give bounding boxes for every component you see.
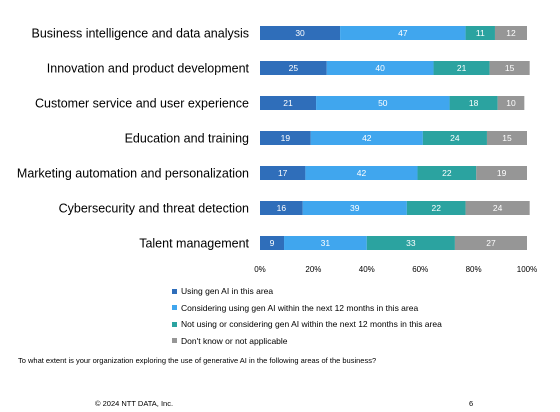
bar-value-label: 15 xyxy=(505,63,515,73)
bar-value-label: 22 xyxy=(442,168,452,178)
legend-item-dont-know: Don't know or not applicable xyxy=(172,333,442,350)
bar-segment xyxy=(465,201,530,215)
bar-value-label: 31 xyxy=(321,238,331,248)
legend-swatch-dont-know xyxy=(172,338,177,344)
legend-label-not-using: Not using or considering gen AI within t… xyxy=(181,319,442,329)
bar-segment xyxy=(476,166,527,180)
bar-segment xyxy=(310,131,423,145)
survey-question: To what extent is your organization expl… xyxy=(18,356,377,365)
bar-segment xyxy=(260,96,317,110)
bar-segment xyxy=(302,201,407,215)
bar-value-label: 40 xyxy=(375,63,385,73)
bar-value-label: 12 xyxy=(506,28,516,38)
bar-segment xyxy=(422,131,487,145)
x-tick-label: 40% xyxy=(359,265,375,274)
footer-copyright: © 2024 NTT DATA, Inc. xyxy=(95,399,174,408)
bar-segment xyxy=(326,61,434,75)
x-tick-label: 80% xyxy=(466,265,482,274)
bar-value-label: 24 xyxy=(493,203,503,213)
bar-segment xyxy=(433,61,490,75)
bar-segment xyxy=(494,26,527,40)
bar-value-label: 24 xyxy=(450,133,460,143)
bar-segment xyxy=(486,131,527,145)
bar-segment xyxy=(406,201,466,215)
bar-value-label: 21 xyxy=(457,63,467,73)
page-number: 6 xyxy=(469,399,474,408)
legend-item-using: Using gen AI in this area xyxy=(172,283,442,300)
bar-value-label: 42 xyxy=(357,168,367,178)
x-tick-label: 0% xyxy=(254,265,266,274)
x-tick-label: 100% xyxy=(517,265,537,274)
category-label: Business intelligence and data analysis xyxy=(32,27,250,41)
bar-value-label: 42 xyxy=(362,133,372,143)
bar-segment xyxy=(449,96,498,110)
bar-segment xyxy=(497,96,525,110)
chart-legend: Using gen AI in this area Considering us… xyxy=(172,283,442,349)
legend-label-dont-know: Don't know or not applicable xyxy=(181,335,288,346)
legend-swatch-not-using xyxy=(172,321,177,327)
bar-value-label: 30 xyxy=(295,28,305,38)
bar-value-label: 10 xyxy=(506,98,516,108)
bar-segment xyxy=(260,236,285,250)
category-label: Talent management xyxy=(139,237,249,251)
legend-label-using: Using gen AI in this area xyxy=(181,286,274,296)
bar-value-label: 9 xyxy=(270,238,275,248)
bar-segment xyxy=(260,131,311,145)
bar-segment xyxy=(340,26,466,40)
bar-segment xyxy=(489,61,530,75)
bar-segment xyxy=(260,26,341,40)
stacked-bar-chart: Business intelligence and data analysis 3… xyxy=(17,26,537,274)
category-label: Cybersecurity and threat detection xyxy=(59,202,249,216)
legend-item-considering: Considering using gen AI within the next… xyxy=(172,300,442,317)
bar-value-label: 25 xyxy=(289,63,299,73)
category-label: Customer service and user experience xyxy=(35,97,249,111)
bar-segment xyxy=(260,166,306,180)
category-label: Marketing automation and personalization xyxy=(17,167,249,181)
bar-value-label: 17 xyxy=(278,168,288,178)
bar-value-label: 21 xyxy=(283,98,293,108)
bar-segment xyxy=(366,236,455,250)
bar-value-label: 27 xyxy=(486,238,496,248)
bar-value-label: 19 xyxy=(281,133,291,143)
legend-label-considering: Considering using gen AI within the next… xyxy=(181,302,419,313)
bar-value-label: 16 xyxy=(277,203,287,213)
category-label: Education and training xyxy=(125,132,249,146)
bar-value-label: 39 xyxy=(350,203,360,213)
bar-segment xyxy=(260,61,327,75)
legend-swatch-using xyxy=(172,288,177,294)
bar-segment xyxy=(284,236,367,250)
bar-value-label: 33 xyxy=(406,238,416,248)
bar-value-label: 15 xyxy=(502,133,512,143)
bar-value-label: 22 xyxy=(431,203,441,213)
bar-segment xyxy=(417,166,477,180)
bar-value-label: 11 xyxy=(476,28,485,38)
bar-segment xyxy=(454,236,527,250)
legend-item-not-using: Not using or considering gen AI within t… xyxy=(172,316,442,333)
bar-segment xyxy=(316,96,450,110)
bar-segment xyxy=(465,26,495,40)
x-tick-label: 60% xyxy=(412,265,428,274)
x-tick-label: 20% xyxy=(305,265,321,274)
bar-value-label: 50 xyxy=(378,98,388,108)
bar-segment xyxy=(260,201,303,215)
legend-swatch-considering xyxy=(172,305,177,311)
category-label: Innovation and product development xyxy=(47,62,250,76)
bar-value-label: 18 xyxy=(469,98,479,108)
bar-value-label: 19 xyxy=(497,168,507,178)
bar-value-label: 47 xyxy=(398,28,408,38)
bar-segment xyxy=(305,166,418,180)
